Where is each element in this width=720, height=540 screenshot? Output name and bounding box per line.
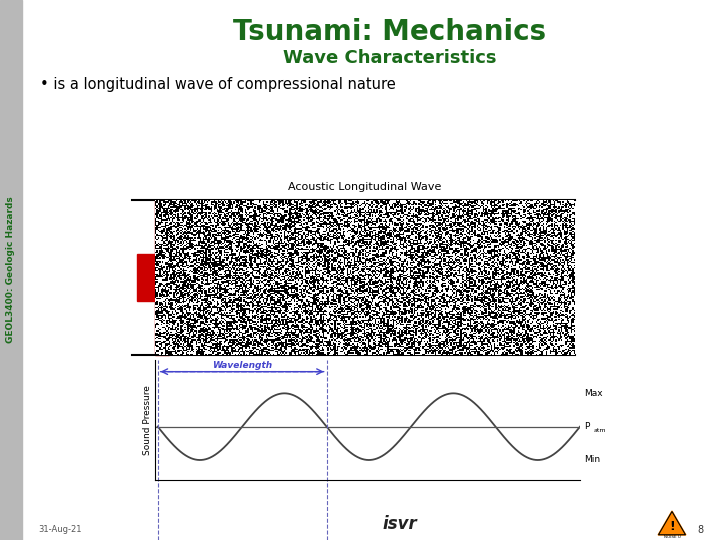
Text: isvr: isvr	[382, 515, 418, 533]
Text: !: !	[669, 519, 675, 532]
Polygon shape	[658, 511, 686, 535]
Text: P: P	[584, 422, 590, 431]
Text: 8: 8	[697, 525, 703, 535]
Text: 31-Aug-21: 31-Aug-21	[38, 525, 81, 535]
Text: GEOL3400: Geologic Hazards: GEOL3400: Geologic Hazards	[6, 197, 16, 343]
Bar	[0, 0, 22, 540]
Bar	[137, 254, 155, 301]
Text: Min: Min	[584, 456, 600, 464]
Text: Max: Max	[584, 389, 603, 398]
Text: atm: atm	[593, 428, 606, 433]
Text: NOISE U: NOISE U	[664, 535, 680, 539]
Y-axis label: Sound Pressure: Sound Pressure	[143, 385, 152, 455]
Bar	[155, 200, 169, 355]
Text: Wavelength: Wavelength	[212, 361, 272, 370]
Text: Tsunami: Mechanics: Tsunami: Mechanics	[233, 18, 546, 46]
Text: Acoustic Longitudinal Wave: Acoustic Longitudinal Wave	[288, 182, 441, 192]
Text: • is a longitudinal wave of compressional nature: • is a longitudinal wave of compressiona…	[40, 78, 396, 92]
Text: Wave Characteristics: Wave Characteristics	[283, 49, 497, 67]
